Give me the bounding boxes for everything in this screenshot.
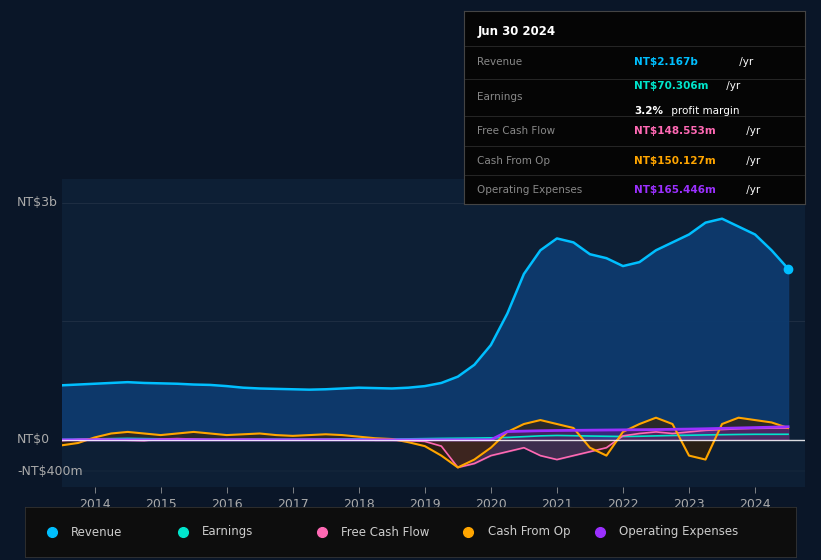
Text: NT$165.446m: NT$165.446m [635, 185, 716, 195]
Text: /yr: /yr [743, 156, 760, 166]
Text: NT$0: NT$0 [17, 433, 50, 446]
Text: /yr: /yr [743, 185, 760, 195]
Text: Free Cash Flow: Free Cash Flow [478, 126, 556, 136]
Text: /yr: /yr [736, 57, 754, 67]
Text: Operating Expenses: Operating Expenses [478, 185, 583, 195]
Text: Cash From Op: Cash From Op [488, 525, 570, 539]
Text: Earnings: Earnings [478, 92, 523, 102]
Text: NT$2.167b: NT$2.167b [635, 57, 698, 67]
Text: Revenue: Revenue [71, 525, 122, 539]
Text: Earnings: Earnings [202, 525, 254, 539]
Text: Revenue: Revenue [478, 57, 523, 67]
Text: NT$150.127m: NT$150.127m [635, 156, 716, 166]
Text: 3.2%: 3.2% [635, 106, 663, 116]
Text: NT$148.553m: NT$148.553m [635, 126, 716, 136]
Text: NT$70.306m: NT$70.306m [635, 81, 709, 91]
Text: /yr: /yr [722, 81, 740, 91]
Text: -NT$400m: -NT$400m [17, 465, 83, 478]
Text: profit margin: profit margin [668, 106, 740, 116]
Text: Operating Expenses: Operating Expenses [619, 525, 738, 539]
Text: Cash From Op: Cash From Op [478, 156, 551, 166]
Text: NT$3b: NT$3b [17, 197, 57, 209]
Text: Free Cash Flow: Free Cash Flow [341, 525, 429, 539]
Text: Jun 30 2024: Jun 30 2024 [478, 25, 556, 38]
Text: /yr: /yr [743, 126, 760, 136]
